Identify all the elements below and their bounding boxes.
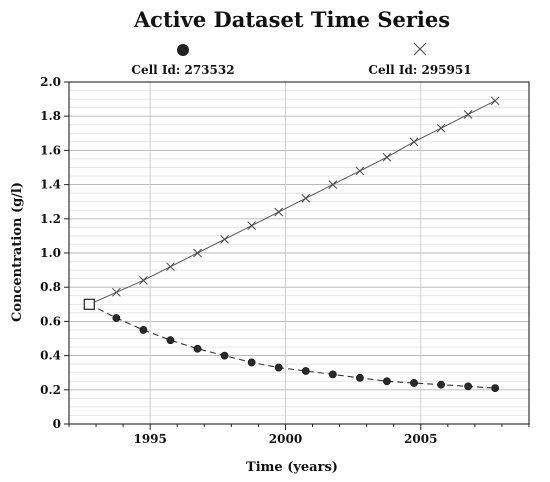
axes — [64, 81, 530, 430]
data-point-series-2 — [139, 276, 148, 285]
data-point-series-2 — [436, 123, 446, 133]
legend-marker-x-icon — [413, 42, 427, 56]
series-line-1 — [89, 303, 496, 389]
data-point-series-2 — [111, 287, 121, 297]
data-point-series-2 — [409, 137, 419, 147]
data-point-series-2 — [247, 221, 257, 230]
data-point-series-1 — [193, 344, 202, 353]
gridlines — [69, 81, 529, 425]
x-tick-label: 1995 — [133, 432, 166, 446]
y-tick-label: 0.2 — [40, 383, 61, 397]
data-point-series-2 — [274, 207, 284, 217]
start-point-marker — [83, 298, 95, 310]
data-point-series-1 — [139, 326, 148, 334]
data-point-series-1 — [301, 367, 310, 375]
x-axis-label: Time (years) — [246, 460, 338, 475]
data-point-series-1 — [274, 363, 283, 372]
chart-title: Active Dataset Time Series — [133, 7, 450, 32]
data-point-series-1 — [220, 351, 229, 360]
y-tick-label: 1.4 — [40, 178, 61, 192]
legend-label-series-2: Cell Id: 295951 — [368, 63, 471, 77]
y-tick-label: 1.2 — [40, 212, 61, 226]
y-axis-label: Concentration (g/l) — [10, 182, 25, 322]
data-point-series-2 — [301, 193, 311, 203]
data-point-series-1 — [166, 336, 175, 345]
data-point-series-2 — [328, 180, 338, 189]
series-markers — [83, 96, 500, 392]
data-point-series-1 — [437, 380, 445, 389]
data-point-series-1 — [112, 314, 121, 322]
data-point-series-2 — [490, 96, 500, 106]
tick-labels: 0 0.2 0.4 0.6 0.8 1.0 1.2 1.4 1.6 1.8 2.0 1995 2000 2… — [40, 75, 437, 446]
data-point-series-2 — [166, 262, 175, 272]
data-point-series-1 — [410, 379, 418, 387]
data-point-series-2 — [463, 110, 473, 119]
legend-marker-filled-circle-icon — [177, 44, 189, 56]
y-tick-label: 2.0 — [40, 75, 61, 89]
data-point-series-1 — [355, 373, 364, 382]
data-point-series-2 — [355, 166, 365, 176]
y-tick-label: 0 — [53, 417, 61, 431]
series-lines — [89, 100, 496, 389]
data-point-series-2 — [220, 234, 229, 244]
y-tick-label: 0.8 — [40, 280, 61, 294]
data-point-series-1 — [383, 377, 391, 386]
legend-label-series-1: Cell Id: 273532 — [131, 63, 234, 77]
x-tick-label: 2005 — [404, 432, 437, 446]
y-tick-label: 1.0 — [40, 246, 61, 260]
data-point-series-1 — [328, 370, 337, 379]
x-tick-label: 2000 — [269, 432, 302, 446]
y-tick-label: 1.6 — [40, 143, 61, 157]
data-point-series-2 — [193, 248, 202, 258]
data-point-series-2 — [382, 152, 392, 162]
y-tick-label: 0.4 — [40, 349, 61, 363]
y-tick-label: 1.8 — [40, 109, 61, 123]
data-point-series-1 — [491, 384, 500, 392]
legend: Cell Id: 273532 Cell Id: 295951 — [131, 42, 472, 77]
series-line-2 — [89, 100, 496, 305]
data-point-series-1 — [464, 382, 473, 391]
y-tick-label: 0.6 — [40, 314, 61, 328]
data-point-series-1 — [247, 358, 256, 367]
